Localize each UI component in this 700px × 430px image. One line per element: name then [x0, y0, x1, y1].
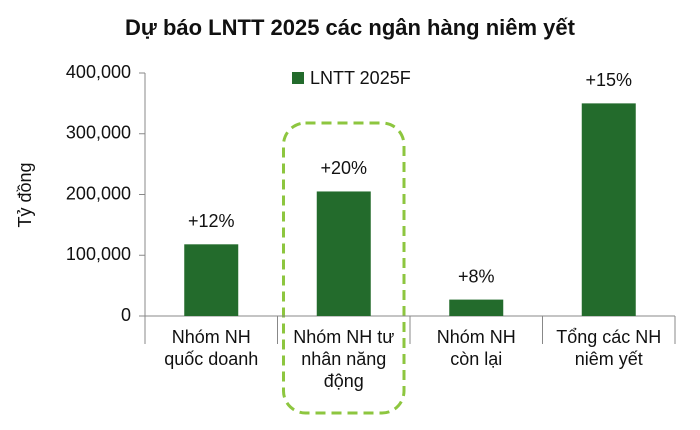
highlight-box: [282, 121, 406, 415]
bar-annotation: +20%: [320, 158, 367, 178]
bar: [316, 191, 371, 316]
y-tick-label: 300,000: [66, 123, 131, 143]
y-tick-label: 100,000: [66, 244, 131, 264]
bar: [449, 299, 504, 316]
legend-label: LNTT 2025F: [310, 68, 411, 88]
x-tick-label: Nhóm NH quốc doanh: [164, 327, 259, 369]
legend-swatch: [292, 72, 304, 84]
bar-annotation: +12%: [188, 211, 235, 231]
bar: [184, 244, 239, 316]
x-tick-label: Tổng các NH niêm yết: [556, 327, 662, 369]
x-tick-label: Nhóm NH còn lại: [436, 327, 516, 369]
y-axis-label: Tỷ đồng: [15, 162, 35, 227]
bar-annotation: +8%: [458, 266, 495, 286]
x-tick-label: Nhóm NH tư nhân năng động: [293, 327, 395, 391]
y-tick-label: 400,000: [66, 62, 131, 82]
y-tick-label: 0: [121, 305, 131, 325]
chart-title: Dự báo LNTT 2025 các ngân hàng niêm yết: [125, 15, 576, 40]
bar: [581, 103, 636, 316]
bar-annotation: +15%: [585, 70, 632, 90]
y-tick-label: 200,000: [66, 183, 131, 203]
